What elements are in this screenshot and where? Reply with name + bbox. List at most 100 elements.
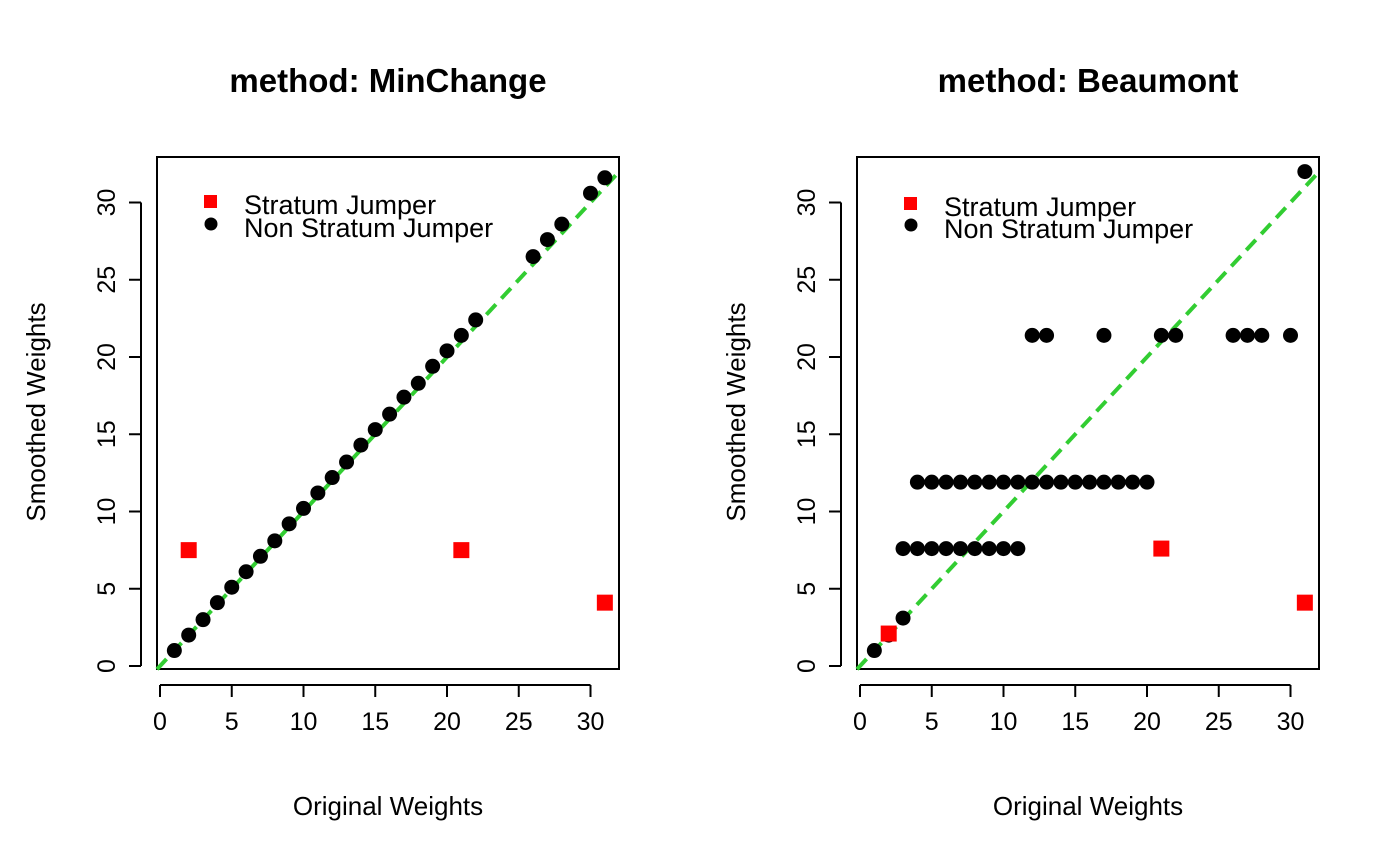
legend-label-stratum-jumper: Stratum Jumper — [244, 190, 436, 220]
point-non-stratum-jumper — [267, 533, 283, 549]
point-non-stratum-jumper — [554, 216, 570, 232]
plot-frame — [856, 156, 1320, 670]
point-non-stratum-jumper — [866, 643, 882, 659]
point-non-stratum-jumper — [195, 612, 211, 628]
point-non-stratum-jumper — [895, 541, 911, 557]
x-tick-label: 10 — [990, 708, 1018, 736]
legend: Stratum Jumper Non Stratum Jumper — [904, 192, 1193, 244]
point-non-stratum-jumper — [1053, 474, 1069, 490]
point-non-stratum-jumper — [1067, 474, 1083, 490]
y-tick-label: 0 — [93, 659, 121, 673]
point-non-stratum-jumper — [453, 327, 469, 343]
x-axis: 0 5 10 15 20 25 30 — [153, 684, 605, 736]
plot-marks — [855, 164, 1321, 671]
reference-line — [855, 170, 1321, 671]
point-non-stratum-jumper — [1110, 474, 1126, 490]
point-non-stratum-jumper — [1153, 327, 1169, 343]
point-stratum-jumper — [1153, 540, 1170, 557]
point-stratum-jumper — [453, 542, 470, 559]
point-non-stratum-jumper — [1096, 327, 1112, 343]
y-tick-label: 30 — [93, 189, 121, 217]
point-non-stratum-jumper — [996, 541, 1011, 557]
x-tick-label: 20 — [433, 708, 461, 736]
point-non-stratum-jumper — [209, 595, 225, 611]
point-non-stratum-jumper — [353, 437, 369, 453]
point-non-stratum-jumper — [1254, 327, 1270, 343]
point-non-stratum-jumper — [1139, 474, 1155, 490]
legend-label-stratum-jumper: Stratum Jumper — [944, 192, 1136, 222]
legend-marker-non-stratum-jumper — [904, 218, 918, 232]
legend: Stratum Jumper Non Stratum Jumper — [204, 190, 493, 243]
point-non-stratum-jumper — [1096, 474, 1112, 490]
point-non-stratum-jumper — [583, 185, 598, 201]
point-non-stratum-jumper — [367, 422, 383, 438]
point-stratum-jumper — [180, 542, 197, 559]
point-non-stratum-jumper — [1039, 474, 1055, 490]
point-non-stratum-jumper — [909, 474, 925, 490]
point-non-stratum-jumper — [396, 389, 412, 405]
point-non-stratum-jumper — [938, 541, 954, 557]
point-non-stratum-jumper — [525, 249, 541, 265]
x-tick-label: 10 — [290, 708, 318, 736]
y-tick-label: 0 — [793, 659, 821, 673]
point-non-stratum-jumper — [938, 474, 954, 490]
point-non-stratum-jumper — [924, 541, 940, 557]
point-non-stratum-jumper — [1082, 474, 1098, 490]
y-tick-label: 15 — [793, 420, 821, 448]
point-non-stratum-jumper — [1239, 327, 1255, 343]
legend-marker-stratum-jumper — [904, 197, 917, 210]
legend-label-non-stratum-jumper: Non Stratum Jumper — [244, 213, 493, 243]
point-non-stratum-jumper — [166, 643, 182, 659]
point-non-stratum-jumper — [967, 474, 983, 490]
point-non-stratum-jumper — [324, 470, 340, 486]
x-tick-label: 0 — [853, 708, 867, 736]
point-non-stratum-jumper — [1125, 474, 1141, 490]
point-non-stratum-jumper — [539, 232, 555, 248]
y-tick-label: 25 — [793, 266, 821, 294]
point-non-stratum-jumper — [281, 516, 297, 532]
legend-marker-non-stratum-jumper — [204, 217, 218, 231]
point-non-stratum-jumper — [468, 312, 484, 328]
point-non-stratum-jumper — [1024, 327, 1040, 343]
panel-minchange: method: MinChange Original Weights Smoot… — [21, 62, 621, 821]
x-tick-label: 5 — [925, 708, 939, 736]
point-non-stratum-jumper — [296, 500, 311, 516]
point-non-stratum-jumper — [981, 541, 997, 557]
point-non-stratum-jumper — [382, 406, 398, 422]
chart-title: method: Beaumont — [938, 62, 1239, 99]
point-non-stratum-jumper — [310, 485, 326, 501]
x-tick-label: 25 — [505, 708, 533, 736]
point-non-stratum-jumper — [1024, 474, 1040, 490]
x-axis: 0 5 10 15 20 25 30 — [853, 684, 1304, 736]
point-stratum-jumper — [1296, 594, 1313, 611]
point-non-stratum-jumper — [339, 454, 355, 470]
x-tick-label: 25 — [1205, 708, 1233, 736]
panel-beaumont: method: Beaumont Original Weights Smooth… — [721, 62, 1321, 821]
point-non-stratum-jumper — [952, 474, 968, 490]
plot-frame — [156, 156, 620, 670]
x-tick-label: 30 — [577, 708, 605, 736]
point-non-stratum-jumper — [238, 564, 254, 580]
point-stratum-jumper — [880, 625, 897, 642]
point-non-stratum-jumper — [996, 474, 1011, 490]
plot-marks — [155, 170, 621, 671]
point-non-stratum-jumper — [439, 343, 455, 359]
point-non-stratum-jumper — [1039, 327, 1055, 343]
point-non-stratum-jumper — [252, 548, 268, 564]
x-axis-label: Original Weights — [993, 791, 1183, 821]
point-stratum-jumper — [596, 594, 613, 611]
y-tick-label: 25 — [93, 266, 121, 294]
point-non-stratum-jumper — [909, 541, 925, 557]
x-axis-label: Original Weights — [293, 791, 483, 821]
point-non-stratum-jumper — [1168, 327, 1184, 343]
y-tick-label: 30 — [793, 189, 821, 217]
point-non-stratum-jumper — [597, 170, 613, 186]
legend-label-non-stratum-jumper: Non Stratum Jumper — [944, 214, 1193, 244]
y-tick-label: 5 — [93, 582, 121, 596]
x-tick-label: 5 — [225, 708, 239, 736]
point-non-stratum-jumper — [1010, 474, 1026, 490]
y-tick-label: 10 — [793, 498, 821, 526]
y-tick-label: 20 — [793, 343, 821, 371]
